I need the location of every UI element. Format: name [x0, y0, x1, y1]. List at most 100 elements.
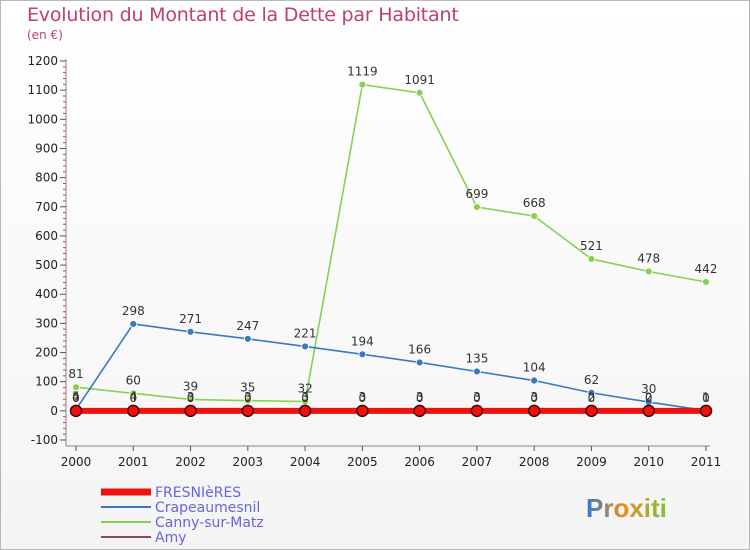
x-tick-label: 2008 [519, 455, 550, 469]
y-tick-label: 400 [35, 287, 58, 301]
series-layer: 81 60 39 35 32111910916996685214784425298271… [68, 65, 718, 418]
data-point [587, 388, 596, 397]
x-tick-label: 2001 [118, 455, 149, 469]
data-label: 0 [588, 391, 596, 405]
data-label: 3 [530, 390, 538, 404]
y-tick-label: 500 [35, 258, 58, 272]
y-tick-label: 800 [35, 171, 58, 185]
data-label: 3 [473, 390, 481, 404]
data-point [415, 358, 424, 367]
data-point [358, 80, 367, 89]
chart-title: Evolution du Montant de la Dette par Hab… [27, 4, 459, 26]
y-tick-label: 1100 [27, 83, 58, 97]
data-point [527, 404, 541, 418]
data-label: 3 [359, 390, 367, 404]
data-label: 4 [129, 390, 137, 404]
data-point [127, 404, 140, 418]
series-line [75, 323, 707, 412]
data-label: 39 [183, 379, 198, 393]
data-label: 0 [645, 391, 653, 405]
data-point [72, 383, 80, 392]
data-label: 0 [359, 391, 367, 405]
data-point [358, 350, 367, 359]
legend-label: FRESNIèRES [155, 485, 241, 501]
x-tick-label: 2004 [290, 455, 321, 469]
data-point [473, 367, 481, 376]
data-point [243, 334, 252, 343]
data-label: 0 [702, 391, 710, 405]
data-label: 3 [244, 390, 252, 404]
data-label: 271 [179, 312, 202, 326]
data-label: 521 [580, 239, 603, 253]
data-label: 166 [408, 342, 431, 356]
data-point [642, 404, 655, 418]
data-label: 5 [72, 389, 80, 403]
series-fresnières: 0 0 0 0 0 0 0 0 0 0 0 0 [69, 391, 713, 418]
y-tick-label: 900 [35, 141, 58, 155]
x-tick-label: 2009 [576, 455, 607, 469]
data-point [356, 404, 369, 418]
data-point [702, 278, 710, 286]
data-point [530, 376, 539, 385]
data-label: 30 [641, 382, 656, 396]
legend-item: Canny-sur-Matz [101, 515, 264, 531]
data-point [473, 203, 481, 211]
data-point [585, 404, 598, 418]
data-label: 135 [465, 351, 488, 365]
data-label: 81 [68, 367, 83, 381]
data-label: 0 [72, 391, 80, 405]
data-label: 0 [473, 391, 481, 405]
data-label: 247 [236, 319, 259, 333]
data-label: 60 [126, 373, 141, 387]
data-label: 62 [584, 373, 599, 387]
data-label: 0 [187, 391, 195, 405]
y-tick-label: 600 [35, 229, 58, 243]
legend-label: Canny-sur-Matz [155, 515, 264, 531]
data-point [470, 404, 484, 418]
legend-label: Crapeaumesnil [155, 500, 260, 516]
x-tick-label: 2000 [61, 455, 92, 469]
data-point [69, 404, 83, 418]
data-point [301, 342, 309, 351]
data-label: 0 [530, 391, 538, 405]
data-label: 2 [645, 390, 653, 404]
y-tick-label: 1000 [27, 112, 58, 126]
data-label: 221 [294, 326, 317, 340]
data-point [298, 404, 312, 418]
data-label: 442 [695, 262, 718, 276]
data-label: 3 [187, 390, 195, 404]
y-tick-label: 1200 [27, 54, 58, 68]
data-point [186, 395, 195, 404]
data-label: 668 [523, 196, 546, 210]
data-label: 1 [702, 391, 710, 405]
x-tick-label: 2002 [175, 455, 206, 469]
x-tick-label: 2011 [691, 455, 722, 469]
data-point [413, 404, 426, 418]
data-label: 4 [72, 390, 80, 404]
x-tick-label: 2003 [233, 455, 264, 469]
data-label: 35 [240, 381, 255, 395]
y-tick-label: 200 [35, 346, 58, 360]
data-label: 3 [301, 390, 309, 404]
data-label: 1119 [347, 65, 378, 79]
data-point [241, 404, 255, 418]
data-point [186, 327, 195, 336]
y-tick-label: 0 [50, 404, 58, 418]
y-tick-label: -100 [31, 433, 58, 447]
data-label: 1091 [404, 73, 435, 87]
data-point [415, 88, 424, 97]
y-tick-label: 100 [35, 375, 58, 389]
data-point [644, 267, 653, 276]
data-label: 194 [351, 334, 374, 348]
data-label: 478 [637, 251, 660, 265]
data-point [530, 212, 539, 220]
data-label: 104 [523, 361, 546, 375]
data-label: 0 [416, 391, 424, 405]
data-point [129, 320, 138, 328]
data-label: 2 [588, 390, 596, 404]
data-label: 699 [465, 187, 488, 201]
